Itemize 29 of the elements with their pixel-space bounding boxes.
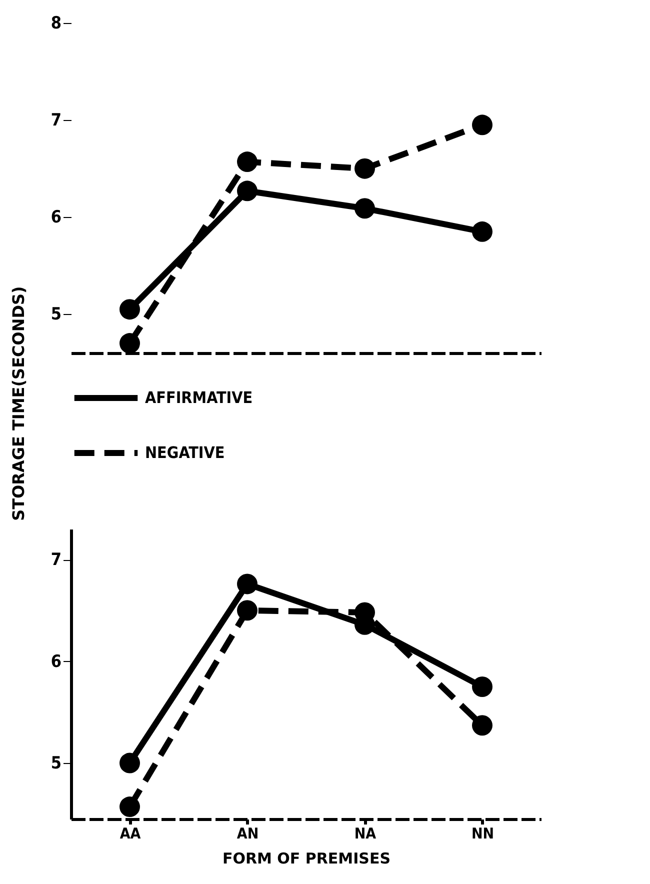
x-tick-label: AN	[236, 824, 259, 842]
point	[120, 299, 140, 320]
y-tick-label: 8	[50, 14, 62, 34]
x-tick-label: NA	[354, 824, 377, 842]
x-axis-title: FORM OF PREMISES	[222, 850, 391, 868]
point	[472, 114, 492, 136]
y-tick-label: 5	[50, 754, 62, 774]
point	[237, 180, 258, 202]
point	[354, 198, 375, 219]
legend-label: NEGATIVE	[145, 443, 225, 462]
y-tick-label: 6	[50, 652, 62, 672]
y-tick-label: 6	[50, 208, 62, 228]
point	[237, 600, 258, 621]
x-tick-label: NN	[471, 824, 494, 842]
legend-label: AFFIRMATIVE	[145, 388, 253, 407]
point	[237, 574, 258, 594]
y-axis-title: STORAGE TIME(SECONDS)	[8, 286, 28, 521]
point	[237, 152, 258, 172]
point	[120, 796, 140, 818]
point	[472, 715, 492, 736]
y-tick-label: 7	[50, 550, 62, 570]
x-tick-label: AA	[120, 824, 142, 842]
y-tick-label: 7	[50, 110, 62, 131]
point	[472, 676, 492, 697]
y-tick-label: 5	[50, 304, 62, 325]
point	[354, 158, 375, 179]
point	[120, 333, 140, 354]
point	[472, 221, 492, 242]
point	[120, 752, 140, 774]
